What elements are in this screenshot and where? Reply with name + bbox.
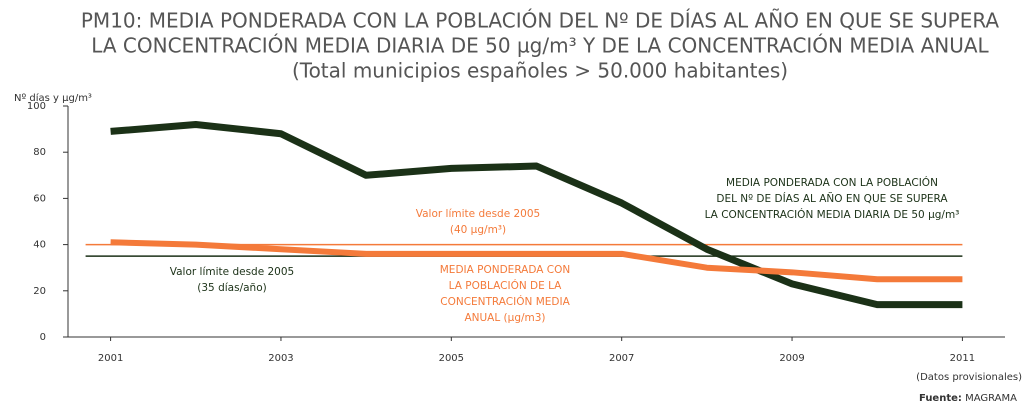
source-label: Fuente: [919, 393, 962, 404]
x-tick-label: 2001 [98, 353, 123, 364]
note: (Datos provisionales) [916, 372, 1022, 383]
annotation: MEDIA PONDERADA CON [440, 264, 571, 276]
source: Fuente: MAGRAMA [919, 393, 1017, 404]
annotation: LA POBLACIÓN DE LA [449, 279, 563, 292]
annotation: Valor límite desde 2005 [170, 266, 294, 278]
y-tick-label: 0 [40, 332, 46, 343]
y-tick-label: 100 [27, 101, 46, 112]
annotation: MEDIA PONDERADA CON LA POBLACIÓN [726, 176, 938, 189]
annotation: DEL Nº DE DÍAS AL AÑO EN QUE SE SUPERA [716, 192, 948, 205]
annotation: ANUAL (µg/m3) [464, 312, 545, 324]
source-text: MAGRAMA [965, 393, 1017, 404]
annotation: CONCENTRACIÓN MEDIA [440, 295, 570, 308]
y-tick-label: 20 [33, 286, 46, 297]
x-tick-label: 2003 [268, 353, 293, 364]
x-tick-label: 2007 [609, 353, 634, 364]
y-tick-label: 80 [33, 147, 46, 158]
x-tick-label: 2009 [779, 353, 804, 364]
chart-title: (Total municipios españoles > 50.000 hab… [292, 59, 788, 83]
y-tick-label: 60 [33, 193, 46, 204]
annotation: (40 µg/m³) [450, 224, 506, 236]
x-tick-label: 2011 [950, 353, 975, 364]
annotation: LA CONCENTRACIÓN MEDIA DIARIA DE 50 µg/m… [705, 208, 960, 221]
annotation: Valor límite desde 2005 [416, 208, 540, 220]
y-axis-label: Nº días y µg/m³ [14, 92, 92, 104]
series-line [110, 239, 963, 283]
annotation: (35 días/año) [197, 282, 266, 294]
y-tick-label: 40 [33, 240, 46, 251]
chart-title: PM10: MEDIA PONDERADA CON LA POBLACIÓN D… [81, 9, 1000, 33]
series-line [110, 120, 963, 309]
chart-title: LA CONCENTRACIÓN MEDIA DIARIA DE 50 µg/m… [91, 34, 989, 58]
x-tick-label: 2005 [439, 353, 464, 364]
